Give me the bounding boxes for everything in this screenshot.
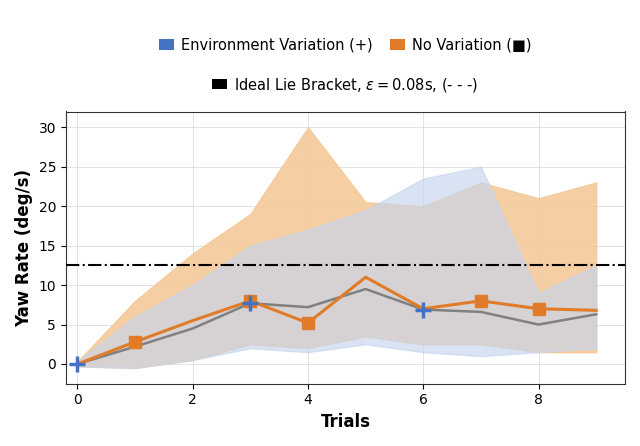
Legend: Ideal Lie Bracket, $\epsilon = 0.08$s, (- - -): Ideal Lie Bracket, $\epsilon = 0.08$s, (… xyxy=(207,70,484,99)
Y-axis label: Yaw Rate (deg/s): Yaw Rate (deg/s) xyxy=(15,169,33,326)
X-axis label: Trials: Trials xyxy=(321,413,371,431)
